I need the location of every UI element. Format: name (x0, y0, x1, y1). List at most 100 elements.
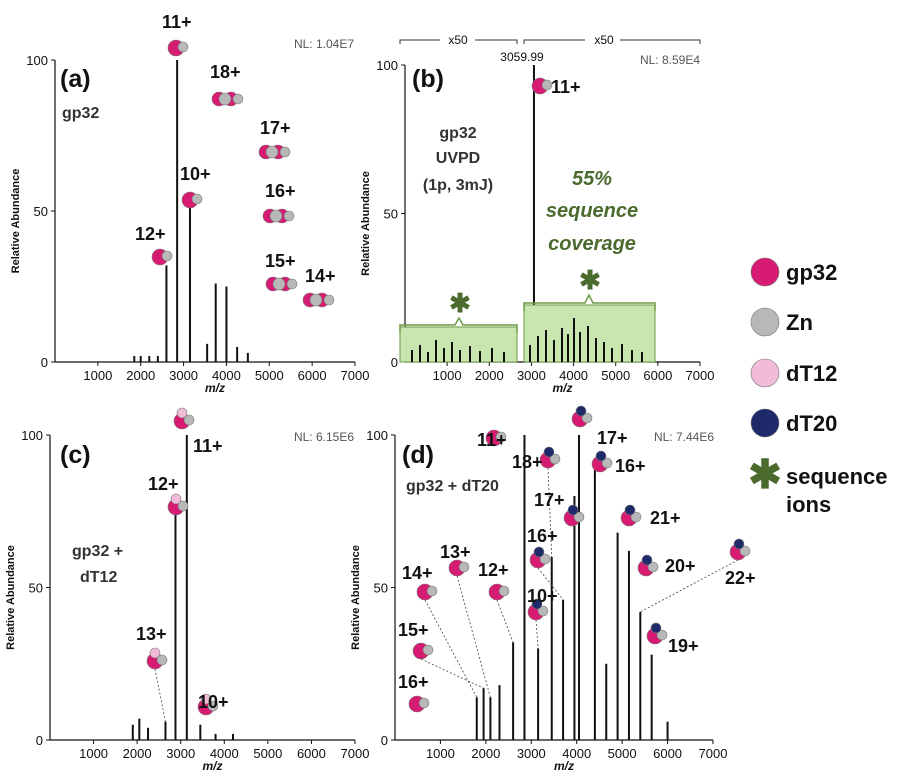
ion-marker (262, 208, 295, 224)
charge-label: 14+ (402, 563, 433, 583)
zn-circle (647, 561, 659, 573)
x-tick-label: 6000 (643, 368, 672, 383)
ion-marker (265, 276, 298, 292)
x-tick-label: 3000 (517, 746, 546, 761)
charge-label: 14+ (305, 266, 336, 286)
y-tick-label: 0 (36, 733, 43, 748)
zn-circle (539, 553, 551, 565)
brace-low (399, 316, 518, 333)
ion-marker (539, 446, 561, 469)
charge-label: 22+ (725, 568, 756, 588)
x-tick-label: 7000 (341, 368, 370, 383)
ion-marker (167, 493, 189, 516)
ion-marker (173, 407, 195, 430)
zn-circle (581, 412, 593, 424)
ion-marker (408, 695, 430, 713)
zn-circle (418, 697, 430, 709)
x-tick-label: 6000 (653, 746, 682, 761)
y-axis-label: Relative Abundance (5, 545, 17, 650)
y-tick-label: 50 (384, 207, 398, 222)
x-tick-label: 4000 (559, 368, 588, 383)
nl-label: NL: 8.59E4 (640, 53, 700, 67)
nl-label: NL: 1.04E7 (294, 37, 354, 51)
charge-label: 17+ (534, 490, 565, 510)
y-axis-label: Relative Abundance (350, 545, 362, 650)
asterisk-icon: ✱ (579, 265, 601, 295)
x-tick-label: 3000 (169, 368, 198, 383)
ion-marker (416, 583, 438, 601)
panel-c: 1000 2000 3000 4000 5000 6000 7000 0 50 100 m/z Rel… (5, 407, 369, 773)
x-tick-label: 2000 (126, 368, 155, 383)
charge-label: 15+ (265, 251, 296, 271)
charge-label: 12+ (478, 560, 509, 580)
sample-label: UVPD (436, 150, 480, 167)
x-tick-label: 4000 (212, 368, 241, 383)
zoom-bracket-right (523, 39, 701, 44)
zoom-bracket-left (399, 39, 518, 44)
dt20-circle (650, 622, 662, 634)
leader-line (420, 658, 484, 689)
ion-marker (412, 642, 434, 660)
dt20-circle (624, 504, 636, 516)
x-tick-label: 2000 (475, 368, 504, 383)
zn-circle (422, 644, 434, 656)
charge-label: 16+ (527, 526, 558, 546)
ion-marker (302, 292, 335, 308)
charge-label: 17+ (597, 428, 628, 448)
x-tick-label: 4000 (210, 746, 239, 761)
y-axis-label: Relative Abundance (360, 171, 372, 276)
ion-marker (637, 554, 659, 577)
zn-circle (207, 700, 219, 712)
zn-circle (283, 210, 295, 222)
charge-label: 10+ (198, 692, 229, 712)
coverage-label: sequence (546, 200, 638, 222)
panel-label: (a) (60, 65, 91, 93)
zn-circle (272, 277, 286, 291)
y-tick-label: 100 (376, 58, 398, 73)
panel-d: 1000 2000 3000 4000 5000 6000 7000 0 50 100 m/z Rel… (350, 405, 756, 773)
y-tick-label: 0 (391, 355, 398, 370)
charge-label: 10+ (180, 164, 211, 184)
charge-label: 11+ (162, 12, 192, 32)
dt20-circle (533, 546, 545, 558)
ion-marker (571, 405, 593, 428)
zn-circle (601, 457, 613, 469)
legend-label: dT12 (786, 361, 837, 386)
dt12-circle (750, 358, 780, 388)
zn-circle (498, 585, 510, 597)
x-tick-label: 7000 (686, 368, 715, 383)
x-tick-label: 1000 (79, 746, 108, 761)
charge-label: 20+ (665, 556, 696, 576)
charge-label: 11+ (477, 430, 507, 450)
asterisk-icon: ✱ (449, 288, 471, 318)
y-tick-label: 100 (366, 428, 388, 443)
y-tick-label: 100 (21, 428, 43, 443)
brace-high (523, 293, 656, 311)
legend-label: sequence (786, 464, 888, 489)
charge-label: 18+ (512, 452, 543, 472)
zn-circle (183, 414, 195, 426)
leader-line (537, 567, 564, 600)
charge-label: 12+ (135, 224, 166, 244)
charge-label: 16+ (265, 181, 296, 201)
charge-label: 12+ (148, 474, 179, 494)
charge-label: 21+ (650, 508, 681, 528)
ion-marker (620, 504, 642, 527)
x-axis-label: m/z (202, 759, 222, 773)
x-axis-label: m/z (554, 759, 574, 773)
x-tick-label: 5000 (601, 368, 630, 383)
legend-label: gp32 (786, 260, 837, 285)
dt20-circle (595, 450, 607, 462)
charge-label: 10+ (527, 586, 558, 606)
ion-marker (146, 647, 168, 670)
y-tick-label: 50 (374, 581, 388, 596)
y-tick-label: 50 (34, 204, 48, 219)
ion-marker (167, 39, 189, 57)
zn-circle (269, 209, 283, 223)
zn-circle (537, 605, 549, 617)
ion-marker (197, 693, 219, 716)
x-tick-label: 2000 (471, 746, 500, 761)
leader-line (456, 575, 491, 698)
x-tick-label: 6000 (298, 368, 327, 383)
legend: gp32 Zn dT12 dT20✱ sequence ions (748, 257, 888, 517)
